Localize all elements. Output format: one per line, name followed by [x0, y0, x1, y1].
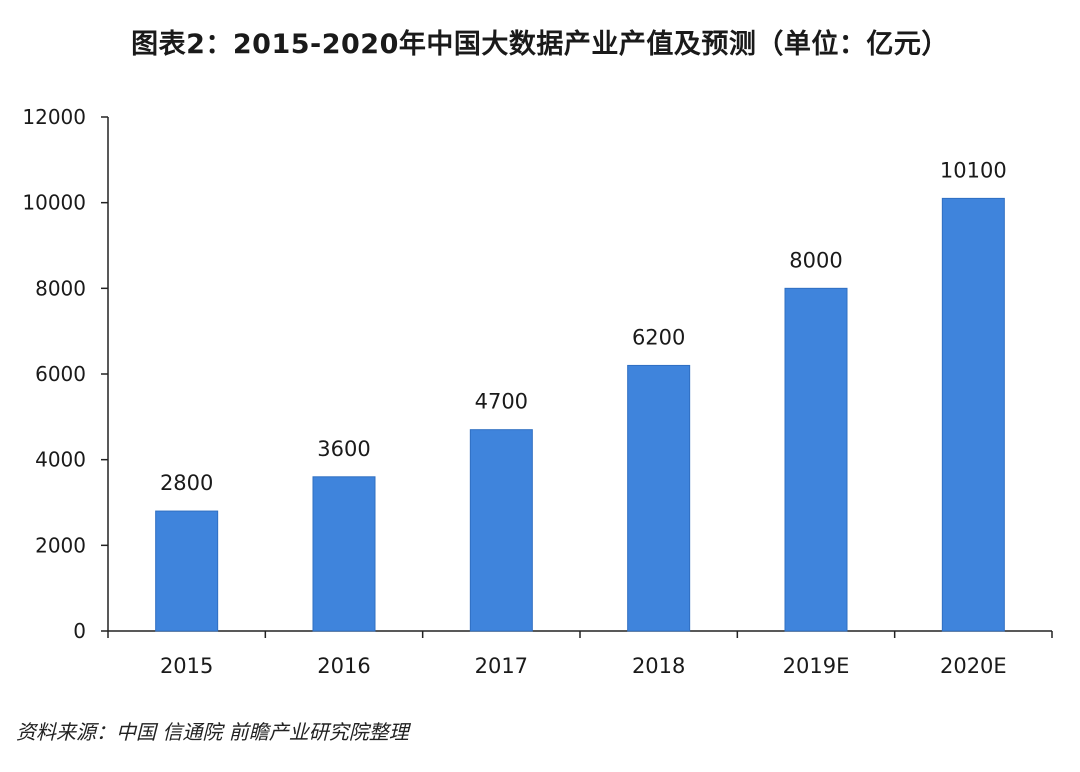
data-label-2020E: 10100: [940, 158, 1007, 182]
y-tick-label: 4000: [35, 448, 86, 472]
bar-2019E: [784, 287, 848, 632]
data-label-2017: 4700: [475, 390, 528, 414]
bar-2017: [469, 429, 533, 632]
bar-2016: [312, 476, 376, 632]
x-tick-label-2016: 2016: [317, 654, 370, 678]
x-tick-label-2020E: 2020E: [940, 654, 1007, 678]
x-tick-label-2018: 2018: [632, 654, 685, 678]
bars: [155, 197, 1005, 632]
bar-2018: [627, 364, 691, 632]
data-label-2016: 3600: [317, 437, 370, 461]
axes: [101, 116, 1053, 638]
data-labels: 2800 3600 4700 6200 8000 10100: [160, 158, 1007, 495]
data-label-2018: 6200: [632, 325, 685, 349]
source-note: 资料来源：中国 信通院 前瞻产业研究院整理: [16, 720, 409, 744]
x-tick-label-2015: 2015: [160, 654, 213, 678]
y-tick-label: 8000: [35, 276, 86, 300]
y-tick-label: 12000: [22, 105, 86, 129]
y-tick-label: 6000: [35, 362, 86, 386]
y-tick-label: 2000: [35, 533, 86, 557]
bar-2015: [155, 510, 219, 632]
y-tick-labels: 0 2000 4000 6000 8000 10000 12000: [22, 105, 86, 643]
x-tick-label-2019E: 2019E: [783, 654, 850, 678]
chart-title: 图表2：2015-2020年中国大数据产业产值及预测（单位：亿元）: [131, 29, 949, 60]
y-tick-label: 0: [73, 619, 86, 643]
x-tick-label-2017: 2017: [475, 654, 528, 678]
data-label-2019E: 8000: [789, 248, 842, 272]
data-label-2015: 2800: [160, 471, 213, 495]
bar-2020E: [941, 197, 1005, 632]
y-tick-label: 10000: [22, 191, 86, 215]
x-tick-labels: 2015 2016 2017 2018 2019E 2020E: [160, 654, 1007, 678]
